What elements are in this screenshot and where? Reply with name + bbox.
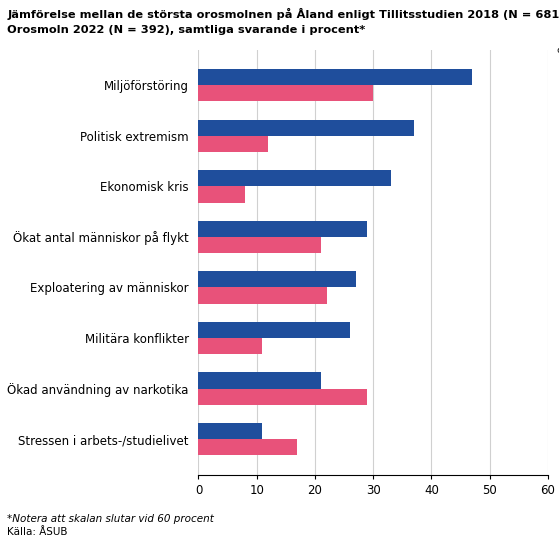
Bar xyxy=(198,373,321,389)
Text: Jämförelse mellan de största orosmolnen på Åland enligt Tillitsstudien 2018 (N =: Jämförelse mellan de största orosmolnen … xyxy=(7,8,559,20)
Bar xyxy=(198,187,245,203)
Bar xyxy=(198,170,391,187)
Bar xyxy=(198,322,350,338)
Bar xyxy=(198,237,321,253)
Bar xyxy=(198,136,268,152)
Bar xyxy=(198,69,472,85)
Text: *Notera att skalan slutar vid 60 procent: *Notera att skalan slutar vid 60 procent xyxy=(7,514,214,524)
Text: %: % xyxy=(557,47,559,60)
Bar xyxy=(198,120,414,136)
Text: Källa: ÅSUB: Källa: ÅSUB xyxy=(7,527,68,537)
Bar xyxy=(198,423,263,439)
Bar xyxy=(198,221,367,237)
Bar xyxy=(198,288,326,304)
Text: Orosmoln 2022 (N = 392), samtliga svarande i procent*: Orosmoln 2022 (N = 392), samtliga svaran… xyxy=(7,25,366,35)
Bar xyxy=(198,338,263,354)
Bar xyxy=(198,439,297,455)
Bar xyxy=(198,271,356,288)
Bar xyxy=(198,389,367,405)
Bar xyxy=(198,85,373,102)
